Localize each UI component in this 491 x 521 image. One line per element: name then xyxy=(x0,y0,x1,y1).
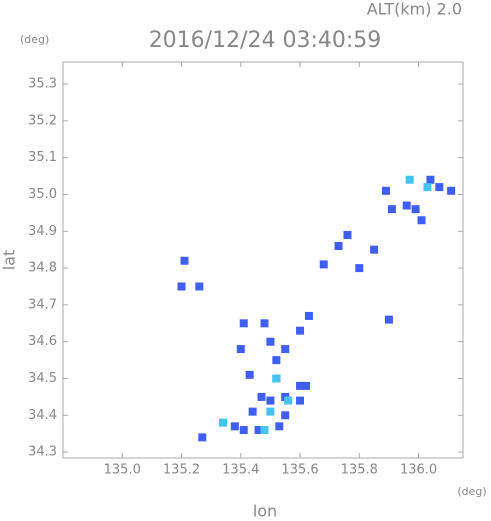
x-tick-label: 135.4 xyxy=(222,463,259,478)
echo-point xyxy=(272,356,281,365)
echo-point xyxy=(177,282,186,291)
echo-point xyxy=(284,396,293,405)
y-tick-label: 35.2 xyxy=(28,113,57,128)
x-tick-label: 136.0 xyxy=(400,463,437,478)
echo-point xyxy=(343,230,352,239)
echo-point xyxy=(405,175,414,184)
echo-point xyxy=(319,260,328,269)
chart-title: 2016/12/24 03:40:59 xyxy=(149,28,382,53)
echo-point xyxy=(435,183,444,192)
x-tick-label: 135.8 xyxy=(341,463,378,478)
echo-point xyxy=(423,183,432,192)
echo-point xyxy=(198,433,207,442)
echo-point xyxy=(381,186,390,195)
echo-point xyxy=(384,315,393,324)
x-tick-label: 135.6 xyxy=(281,463,318,478)
echo-point xyxy=(272,374,281,383)
y-tick-label: 35.3 xyxy=(28,77,57,92)
echo-point xyxy=(411,205,420,214)
y-tick-label: 34.8 xyxy=(28,261,57,276)
echo-point xyxy=(260,426,269,435)
echo-point xyxy=(245,370,254,379)
y-tick-label: 34.3 xyxy=(28,445,57,460)
echo-point xyxy=(370,245,379,254)
x-tick-label: 135.2 xyxy=(163,463,200,478)
echo-point xyxy=(180,256,189,265)
y-unit: (deg) xyxy=(20,33,49,46)
echo-point xyxy=(236,345,245,354)
x-tick-label: 135.0 xyxy=(104,463,141,478)
echo-point xyxy=(355,264,364,273)
echo-point xyxy=(281,411,290,420)
y-tick-label: 34.9 xyxy=(28,224,57,239)
echo-point xyxy=(304,311,313,320)
altitude-label: ALT(km) 2.0 xyxy=(367,0,462,19)
echo-point xyxy=(296,326,305,335)
echo-point xyxy=(260,319,269,328)
y-tick-label: 34.4 xyxy=(28,408,57,423)
echo-point xyxy=(334,242,343,251)
y-axis-label: lat xyxy=(0,250,19,271)
echo-point xyxy=(296,381,305,390)
echo-point xyxy=(402,201,411,210)
echo-point xyxy=(296,396,305,405)
echo-point xyxy=(239,319,248,328)
y-tick-label: 35.0 xyxy=(28,187,57,202)
echo-point xyxy=(387,205,396,214)
echo-point xyxy=(257,392,266,401)
echo-point xyxy=(239,426,248,435)
echo-point xyxy=(275,422,284,431)
echo-point xyxy=(219,418,227,427)
echo-point xyxy=(447,186,456,195)
x-unit: (deg) xyxy=(457,485,486,498)
y-tick-label: 35.1 xyxy=(28,150,57,165)
echo-point xyxy=(301,381,310,390)
echo-point xyxy=(230,422,239,431)
echo-point xyxy=(266,407,275,416)
echo-point xyxy=(254,426,263,435)
echo-point xyxy=(426,175,435,184)
x-axis-label: lon xyxy=(253,502,277,521)
echo-point xyxy=(248,407,257,416)
y-tick-label: 34.7 xyxy=(28,297,57,312)
echo-point xyxy=(417,216,426,225)
echo-point xyxy=(266,337,275,346)
echo-point xyxy=(195,282,204,291)
y-tick-label: 34.6 xyxy=(28,334,57,349)
echo-point xyxy=(266,396,275,405)
echo-point xyxy=(281,345,290,354)
plot-frame xyxy=(62,61,464,459)
y-tick-label: 34.5 xyxy=(28,371,57,386)
